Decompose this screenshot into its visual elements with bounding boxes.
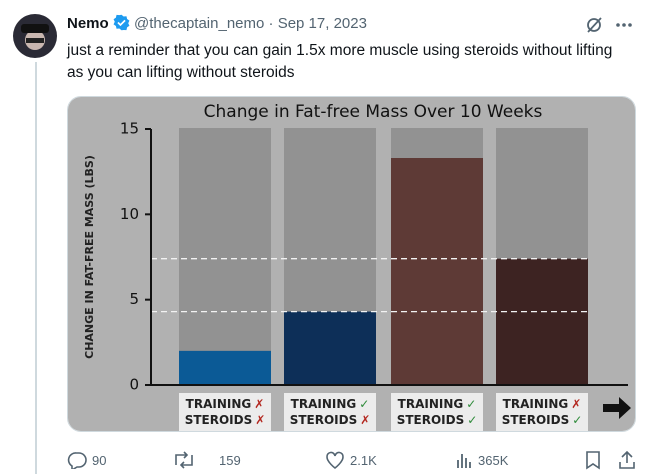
x-tick-label: TRAINING ✓ — [291, 397, 370, 411]
x-tick-label: TRAINING ✗ — [503, 397, 582, 411]
x-tick-label: TRAINING ✓ — [398, 397, 477, 411]
post-date[interactable]: Sep 17, 2023 — [277, 15, 367, 32]
check-mark: ✗ — [255, 413, 265, 427]
like-icon[interactable] — [325, 451, 345, 469]
check-mark: ✓ — [467, 413, 477, 427]
x-tick-label: STEROIDS ✓ — [502, 413, 583, 427]
check-mark: ✗ — [360, 413, 370, 427]
views-count[interactable]: 365K — [478, 453, 509, 468]
tweet-text: just a reminder that you can gain 1.5x m… — [67, 42, 613, 81]
repost-count[interactable]: 159 — [219, 453, 241, 468]
header-icons[interactable] — [585, 15, 635, 35]
x-tick-label: STEROIDS ✗ — [290, 413, 371, 427]
like-count[interactable]: 2.1K — [350, 453, 377, 468]
tweet-header: Nemo @thecaptain_nemo · Sep 17, 2023 — [67, 14, 367, 32]
category-box — [284, 393, 376, 431]
x-tick-label: TRAINING ✗ — [186, 397, 265, 411]
repost-icon[interactable] — [172, 451, 196, 469]
category-word: TRAINING — [186, 397, 252, 411]
x-tick-label: STEROIDS ✓ — [397, 413, 478, 427]
share-icon[interactable] — [618, 450, 636, 470]
category-word: STEROIDS — [290, 413, 358, 427]
bar — [391, 158, 483, 385]
thread-line — [35, 62, 37, 474]
check-mark: ✓ — [572, 413, 582, 427]
x-tick-label: STEROIDS ✗ — [185, 413, 266, 427]
category-box — [391, 393, 483, 431]
user-handle[interactable]: @thecaptain_nemo — [134, 15, 265, 32]
category-word: TRAINING — [398, 397, 464, 411]
verified-badge — [113, 14, 130, 31]
reply-count[interactable]: 90 — [92, 453, 107, 468]
chart-title: Change in Fat-free Mass Over 10 Weeks — [204, 102, 543, 122]
avatar[interactable] — [13, 14, 57, 58]
action-bar: 90 159 2.1K 365K — [67, 450, 636, 470]
check-mark: ✓ — [359, 397, 369, 411]
reply-icon[interactable] — [67, 451, 87, 469]
separator: · — [268, 15, 274, 32]
category-word: STEROIDS — [397, 413, 465, 427]
category-word: STEROIDS — [185, 413, 253, 427]
chart: Change in Fat-free Mass Over 10 Weeks CH… — [68, 97, 635, 431]
views-icon[interactable] — [455, 451, 473, 469]
check-mark: ✓ — [466, 397, 476, 411]
column-background — [179, 128, 271, 385]
category-word: STEROIDS — [502, 413, 570, 427]
category-word: TRAINING — [503, 397, 569, 411]
y-tick-label: 0 — [129, 376, 139, 394]
y-tick-label: 5 — [129, 290, 139, 308]
category-word: TRAINING — [291, 397, 357, 411]
y-tick-label: 10 — [120, 205, 139, 223]
y-axis-label: CHANGE IN FAT-FREE MASS (LBS) — [83, 155, 96, 359]
media[interactable]: Change in Fat-free Mass Over 10 Weeks CH… — [67, 96, 636, 432]
bookmark-icon[interactable] — [584, 450, 602, 470]
y-tick-label: 15 — [120, 120, 139, 138]
user-name[interactable]: Nemo — [67, 15, 109, 32]
bar — [179, 350, 271, 385]
check-mark: ✗ — [254, 397, 264, 411]
category-box — [179, 393, 271, 431]
check-mark: ✗ — [571, 397, 581, 411]
bar — [284, 311, 376, 385]
category-box — [496, 393, 588, 431]
bar — [496, 258, 588, 385]
arrow — [603, 397, 631, 419]
